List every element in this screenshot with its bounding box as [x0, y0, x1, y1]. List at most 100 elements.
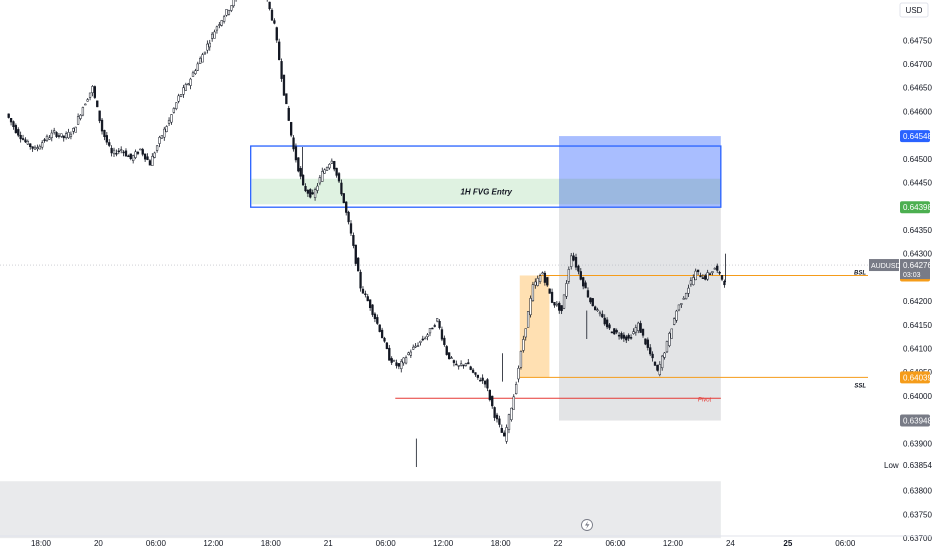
- candle-body: [96, 100, 99, 108]
- ssl-label: SSL: [854, 383, 866, 389]
- candle-body: [333, 161, 336, 170]
- candle-body: [29, 143, 32, 148]
- candle-body: [613, 328, 616, 335]
- candle-body: [196, 63, 199, 71]
- candle-body: [493, 407, 496, 418]
- candle-body: [268, 1, 271, 9]
- candle-body: [124, 150, 128, 157]
- candle-body: [340, 182, 343, 195]
- candle-body: [232, 0, 235, 7]
- candle-body: [397, 363, 401, 367]
- price-tick: 0.64750: [903, 36, 932, 45]
- candle-body: [136, 151, 140, 154]
- candle-body: [495, 414, 499, 420]
- candle-body: [390, 358, 393, 363]
- candle-body: [14, 125, 18, 134]
- candle-body: [512, 396, 515, 410]
- candle-body: [26, 141, 29, 145]
- candle-body: [562, 294, 566, 309]
- candle-body: [687, 287, 690, 294]
- candles: [7, 0, 727, 468]
- candle-body: [225, 9, 228, 16]
- candle-body: [132, 155, 135, 161]
- candle-body: [380, 329, 384, 339]
- candle-body: [625, 336, 628, 341]
- candle-body: [467, 362, 470, 365]
- candle-body: [86, 99, 89, 102]
- bottom-zone[interactable]: [0, 481, 721, 539]
- price-badge: [900, 414, 930, 427]
- candle-body: [182, 87, 185, 95]
- time-tick: 22: [554, 539, 563, 548]
- candle-body: [500, 428, 503, 433]
- candle-body: [64, 133, 68, 138]
- candle-body: [184, 84, 187, 91]
- candle-body: [278, 41, 281, 61]
- candle-body: [328, 164, 331, 169]
- candle-body: [220, 20, 223, 26]
- candle-body: [41, 142, 44, 148]
- candle-body: [141, 149, 144, 155]
- time-tick: 18:00: [261, 539, 282, 548]
- candle-body: [60, 133, 63, 137]
- price-badge-label: 0.64398: [903, 203, 932, 212]
- candle-body: [7, 113, 10, 118]
- candle-body: [668, 333, 671, 346]
- candle-body: [582, 277, 585, 287]
- currency-button[interactable]: [899, 2, 929, 18]
- candle-body: [670, 328, 673, 339]
- candle-body: [503, 432, 506, 437]
- candle-body: [270, 9, 274, 21]
- candle-body: [548, 288, 551, 294]
- candle-body: [383, 337, 386, 342]
- time-tick: 06:00: [605, 539, 626, 548]
- candle-body: [708, 273, 712, 275]
- fvg-overlap-zone[interactable]: [559, 178, 721, 205]
- candle-body: [596, 309, 599, 311]
- stop-loss-zone[interactable]: [559, 207, 721, 421]
- candle-body: [701, 277, 705, 279]
- candle-body: [720, 275, 724, 280]
- candle-body: [646, 339, 649, 348]
- candle-body: [227, 10, 231, 15]
- price-tick: 0.64700: [903, 60, 932, 69]
- fvg-zone[interactable]: [251, 178, 560, 205]
- candle-body: [91, 86, 94, 93]
- candle-body: [692, 277, 695, 286]
- lightning-icon[interactable]: [581, 519, 593, 531]
- candle-body: [450, 357, 453, 359]
- candle-body: [718, 271, 721, 274]
- candle-body: [179, 94, 183, 97]
- low-label: Low: [884, 461, 899, 470]
- candle-body: [129, 153, 132, 160]
- candle-body: [615, 330, 618, 333]
- candle-body: [311, 192, 314, 195]
- candle-body: [567, 269, 570, 282]
- candle-body: [629, 337, 633, 339]
- candle-body: [335, 167, 338, 176]
- candle-body: [55, 132, 58, 137]
- price-badge-label: 0.64548: [903, 132, 932, 141]
- order-block-zone[interactable]: [519, 275, 550, 378]
- candle-body: [371, 304, 374, 315]
- candle-body: [33, 146, 37, 150]
- candle-body: [376, 317, 379, 324]
- candle-body: [436, 318, 439, 322]
- candle-body: [108, 142, 111, 146]
- candle-body: [57, 135, 61, 137]
- candle-body: [187, 83, 190, 86]
- candle-body: [313, 189, 317, 198]
- candle-body: [194, 70, 197, 74]
- candle-body: [438, 320, 441, 328]
- candle-body: [696, 269, 700, 273]
- candle-body: [289, 122, 293, 136]
- candle-body: [558, 302, 561, 311]
- candle-body: [421, 338, 424, 341]
- candle-body: [488, 389, 491, 401]
- candle-body: [148, 160, 152, 166]
- candle-body: [424, 337, 427, 340]
- fvg-entry-box[interactable]: [250, 145, 722, 208]
- price-badge-label: 0.63854: [903, 461, 932, 470]
- candle-body: [699, 275, 702, 278]
